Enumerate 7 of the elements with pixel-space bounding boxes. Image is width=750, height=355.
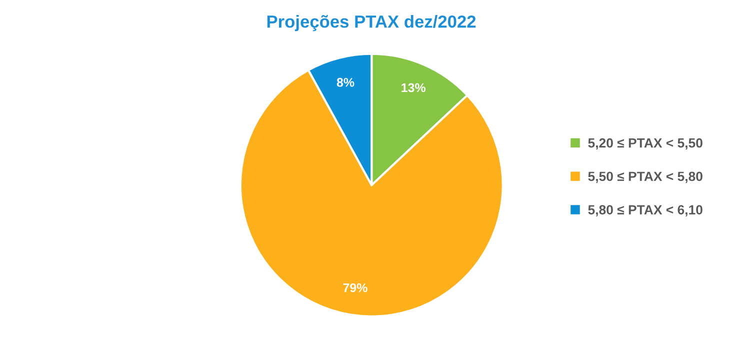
chart-title: Projeções PTAX dez/2022	[267, 14, 476, 32]
data-label: 13%	[402, 83, 426, 92]
legend-label: 5,80 ≤ PTAX < 6,10	[588, 205, 702, 216]
data-label: 79%	[343, 283, 368, 292]
legend-label: 5,20 ≤ PTAX < 5,50	[588, 138, 702, 150]
data-label: 8%	[336, 78, 354, 87]
legend-label: 5,50 ≤ PTAX < 5,80	[588, 172, 702, 183]
